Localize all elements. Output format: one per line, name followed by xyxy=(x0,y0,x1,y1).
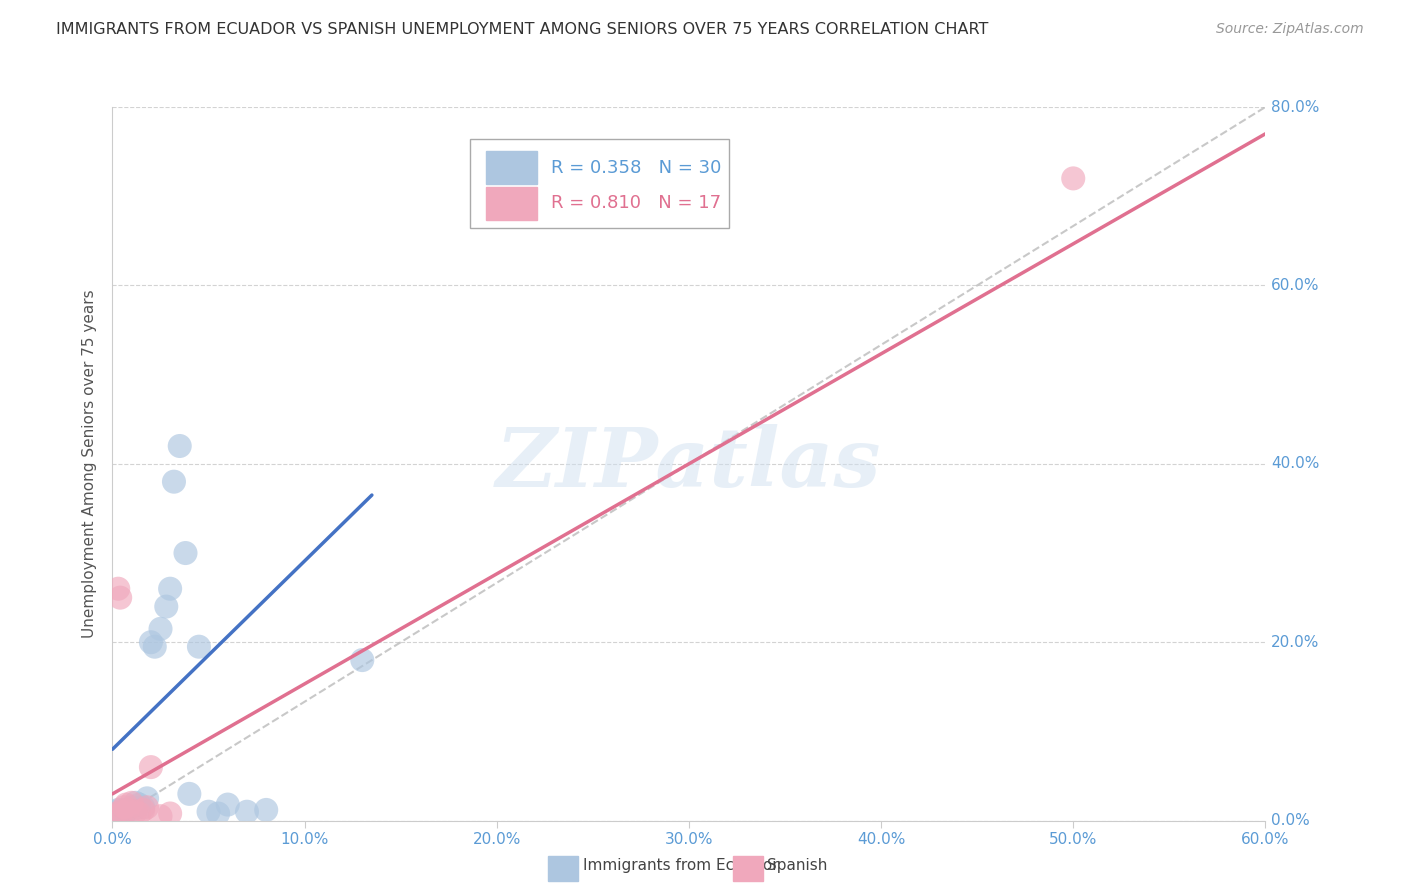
Point xyxy=(159,582,181,596)
Point xyxy=(117,803,139,817)
FancyBboxPatch shape xyxy=(486,152,537,184)
FancyBboxPatch shape xyxy=(486,187,537,219)
Point xyxy=(169,439,191,453)
Point xyxy=(136,791,159,805)
Point xyxy=(352,653,374,667)
Point xyxy=(103,809,125,823)
Text: IMMIGRANTS FROM ECUADOR VS SPANISH UNEMPLOYMENT AMONG SENIORS OVER 75 YEARS CORR: IMMIGRANTS FROM ECUADOR VS SPANISH UNEMP… xyxy=(56,22,988,37)
Text: 80.0%: 80.0% xyxy=(1271,100,1320,114)
Point xyxy=(115,797,138,812)
Point xyxy=(163,475,186,489)
Point xyxy=(108,805,131,819)
Point xyxy=(132,803,155,817)
Point xyxy=(236,805,259,819)
Point xyxy=(155,599,177,614)
Point xyxy=(115,805,138,819)
Point xyxy=(1062,171,1084,186)
Point xyxy=(112,803,135,817)
Point xyxy=(143,640,166,654)
Point xyxy=(136,800,159,814)
Point xyxy=(108,591,131,605)
Text: Spanish: Spanish xyxy=(768,858,828,873)
Y-axis label: Unemployment Among Seniors over 75 years: Unemployment Among Seniors over 75 years xyxy=(82,290,97,638)
Text: R = 0.810   N = 17: R = 0.810 N = 17 xyxy=(551,194,721,212)
Point xyxy=(103,805,125,819)
Point xyxy=(111,806,134,821)
Point xyxy=(105,806,128,821)
Point xyxy=(187,640,211,654)
Point xyxy=(128,797,150,812)
Text: 40.0%: 40.0% xyxy=(1271,457,1320,471)
Point xyxy=(139,760,162,774)
Point xyxy=(111,805,134,819)
Point xyxy=(149,622,172,636)
Text: 0.0%: 0.0% xyxy=(1271,814,1310,828)
Point xyxy=(107,582,129,596)
Text: Immigrants from Ecuador: Immigrants from Ecuador xyxy=(583,858,779,873)
Point xyxy=(121,800,143,814)
FancyBboxPatch shape xyxy=(733,855,762,881)
Point xyxy=(121,796,143,810)
Point xyxy=(217,797,239,812)
Text: 60.0%: 60.0% xyxy=(1271,278,1320,293)
FancyBboxPatch shape xyxy=(470,139,730,228)
Point xyxy=(122,802,145,816)
Point xyxy=(124,805,146,819)
Point xyxy=(117,803,139,817)
Point xyxy=(174,546,197,560)
Point xyxy=(107,803,129,817)
Point xyxy=(197,805,219,819)
Point xyxy=(149,809,172,823)
Point xyxy=(139,635,162,649)
Point xyxy=(112,800,135,814)
Point xyxy=(179,787,201,801)
Text: Source: ZipAtlas.com: Source: ZipAtlas.com xyxy=(1216,22,1364,37)
Text: ZIPatlas: ZIPatlas xyxy=(496,424,882,504)
Text: 20.0%: 20.0% xyxy=(1271,635,1320,649)
Text: R = 0.358   N = 30: R = 0.358 N = 30 xyxy=(551,159,721,177)
Point xyxy=(254,803,277,817)
Point xyxy=(132,800,155,814)
Point xyxy=(124,796,146,810)
Point xyxy=(159,806,181,821)
Point xyxy=(105,806,128,821)
FancyBboxPatch shape xyxy=(548,855,578,881)
Point xyxy=(128,806,150,821)
Point xyxy=(207,806,229,821)
